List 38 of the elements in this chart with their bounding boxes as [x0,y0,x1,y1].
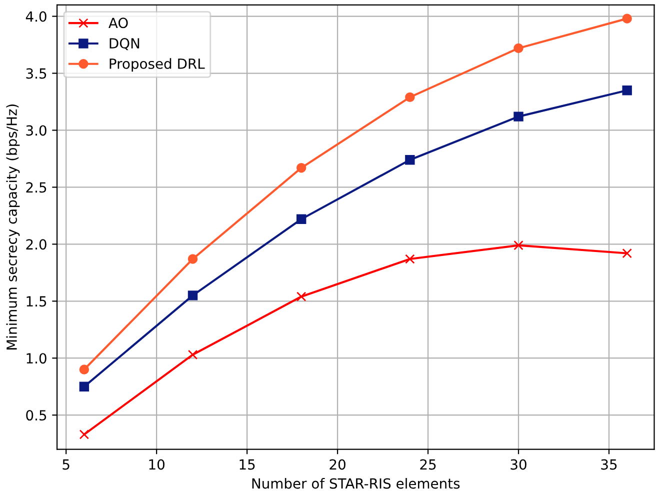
y-tick-label: 3.0 [26,125,46,136]
point [622,86,632,96]
x-tick-label: 10 [149,459,164,470]
x-tick-label: 25 [420,459,436,470]
y-tick-label: 1.5 [26,296,46,307]
point [622,248,632,258]
y-tick-label: 1.0 [26,353,46,364]
point [405,155,415,165]
point [296,214,306,224]
x-tick-label: 20 [330,459,346,470]
legend-label: AO [108,18,128,28]
point [188,290,198,300]
legend-label: Proposed DRL [110,58,205,72]
x-tick-label: 35 [601,459,617,470]
y-tick-label: 4.0 [26,11,46,22]
point [188,254,198,264]
point [514,43,524,54]
y-tick-label: 2.5 [26,182,46,193]
point [405,92,415,102]
x-tick-label: 30 [510,459,526,470]
point [79,430,90,440]
point [188,350,198,360]
point [622,14,632,24]
point [405,254,415,264]
y-axis-title: Minimum secrecy capacity (bps/Hz) [6,104,20,350]
x-axis-title: Number of STAR-RIS elements [252,478,460,489]
point [514,112,524,122]
point [296,292,306,302]
x-tick-label: 5 [62,459,70,470]
legend-label: DQN [110,38,140,50]
y-tick-label: 0.5 [26,410,46,421]
x-tick-label: 15 [240,459,255,470]
point [79,382,90,392]
y-tick-label: 2.0 [26,239,46,250]
point [514,240,524,250]
point [296,162,306,173]
y-tick-label: 3.5 [26,68,46,79]
point [79,364,90,374]
